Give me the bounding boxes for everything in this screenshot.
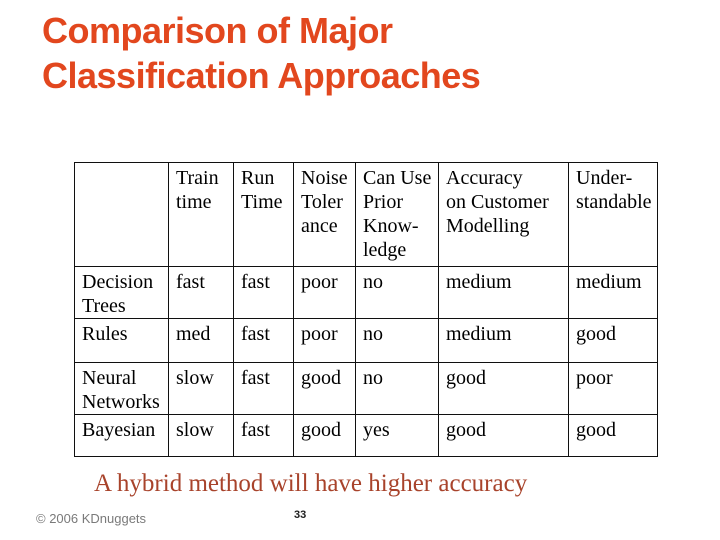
table-cell: fast <box>233 266 294 319</box>
table-row-bayesian: Bayesian slow fast good yes good good <box>74 414 658 457</box>
row-label-decision-trees: Decision Trees <box>74 266 169 319</box>
table-row-neural-networks: Neural Networks slow fast good no good p… <box>74 362 658 415</box>
table-row-rules: Rules med fast poor no medium good <box>74 318 658 363</box>
table-cell: medium <box>438 318 569 363</box>
table-cell: medium <box>438 266 569 319</box>
copyright-text: © 2006 KDnuggets <box>36 511 147 526</box>
table-cell: medium <box>568 266 658 319</box>
table-cell: fast <box>233 414 294 457</box>
column-header-prior-knowledge: Can Use Prior Know- ledge <box>355 162 439 267</box>
table-cell: fast <box>233 362 294 415</box>
table-cell: no <box>355 266 439 319</box>
column-header-understandable: Under- standable <box>568 162 658 267</box>
table-cell: good <box>293 362 356 415</box>
table-cell: poor <box>568 362 658 415</box>
comparison-table: Train time Run Time Noise Toler ance Can… <box>74 162 658 457</box>
table-cell: good <box>568 318 658 363</box>
table-cell: yes <box>355 414 439 457</box>
table-cell: slow <box>168 414 234 457</box>
row-label-bayesian: Bayesian <box>74 414 169 457</box>
table-cell: good <box>438 362 569 415</box>
column-header-accuracy: Accuracy on Customer Modelling <box>438 162 569 267</box>
table-cell: poor <box>293 318 356 363</box>
comparison-table-container: Train time Run Time Noise Toler ance Can… <box>74 162 658 457</box>
table-cell: med <box>168 318 234 363</box>
column-header-run-time: Run Time <box>233 162 294 267</box>
row-label-rules: Rules <box>74 318 169 363</box>
row-label-neural-networks: Neural Networks <box>74 362 169 415</box>
slide-title: Comparison of Major Classification Appro… <box>42 10 481 96</box>
table-cell: fast <box>168 266 234 319</box>
table-cell: good <box>293 414 356 457</box>
column-header-noise-tolerance: Noise Toler ance <box>293 162 356 267</box>
page-number: 33 <box>294 509 307 521</box>
table-cell: poor <box>293 266 356 319</box>
slide-subtitle: A hybrid method will have higher accurac… <box>94 470 528 497</box>
table-cell: good <box>438 414 569 457</box>
column-header-train-time: Train time <box>168 162 234 267</box>
table-header-row: Train time Run Time Noise Toler ance Can… <box>74 162 658 267</box>
table-cell: no <box>355 362 439 415</box>
table-cell: slow <box>168 362 234 415</box>
table-row-decision-trees: Decision Trees fast fast poor no medium … <box>74 266 658 319</box>
table-cell: fast <box>233 318 294 363</box>
table-cell: good <box>568 414 658 457</box>
column-header-blank <box>74 162 169 267</box>
table-cell: no <box>355 318 439 363</box>
